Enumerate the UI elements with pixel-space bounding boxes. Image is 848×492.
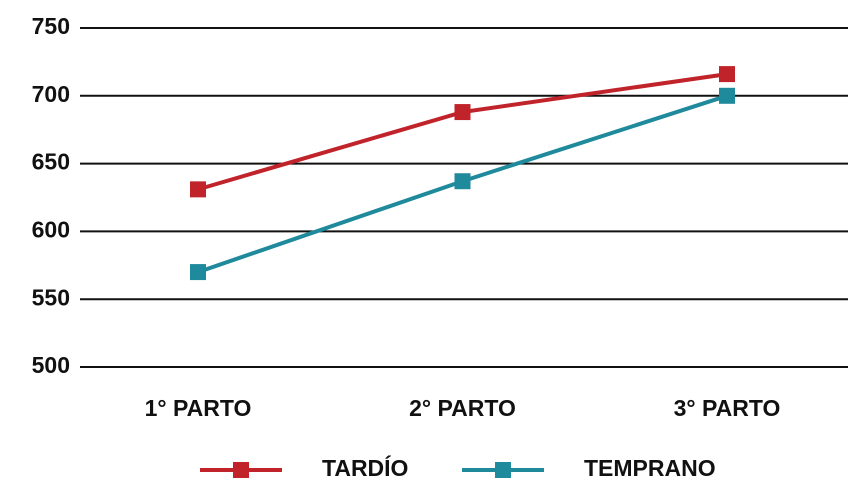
y-tick-label: 500 xyxy=(32,352,70,378)
y-tick-label: 650 xyxy=(32,149,70,175)
x-tick-label: 3° PARTO xyxy=(674,395,781,421)
point-marker xyxy=(719,87,735,104)
y-tick-label: 600 xyxy=(32,216,70,242)
point-marker xyxy=(719,66,735,83)
legend-label: TEMPRANO xyxy=(584,455,716,481)
y-tick-label: 750 xyxy=(32,13,70,39)
point-marker xyxy=(454,173,471,190)
legend-marker xyxy=(233,462,249,478)
point-marker xyxy=(190,264,206,281)
point-marker xyxy=(190,181,206,198)
legend-label: TARDÍO xyxy=(322,454,408,481)
point-marker xyxy=(454,104,471,121)
series-line xyxy=(197,72,728,192)
legend-marker xyxy=(495,462,511,478)
x-tick-label: 2° PARTO xyxy=(409,395,516,421)
x-tick-label: 1° PARTO xyxy=(145,395,252,421)
y-tick-label: 700 xyxy=(32,81,70,107)
y-tick-label: 550 xyxy=(32,284,70,310)
